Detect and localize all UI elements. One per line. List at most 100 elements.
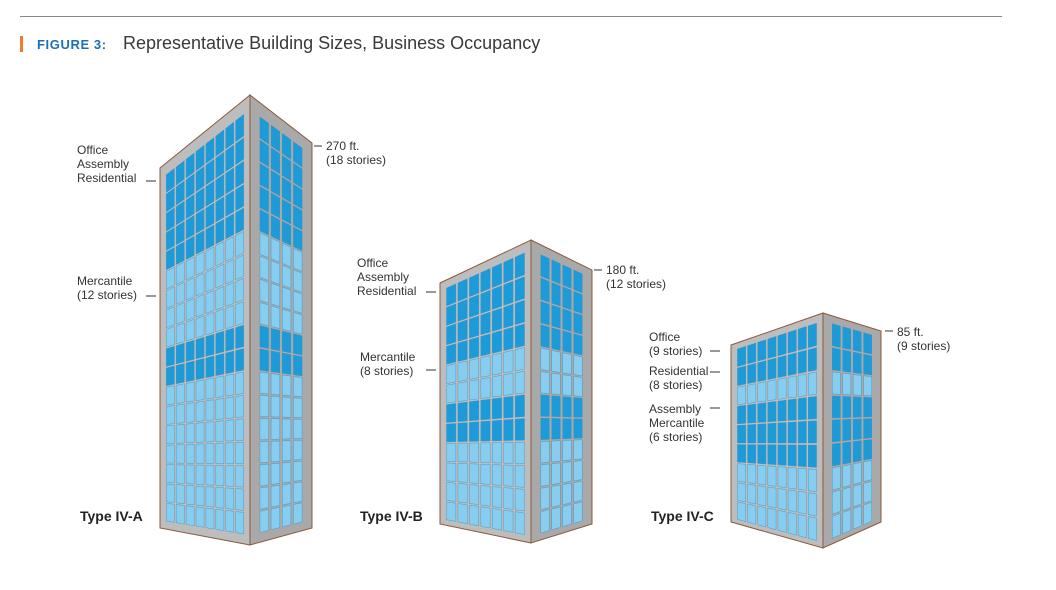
building-a-left-window [175, 261, 185, 285]
building-b-left-window [503, 419, 514, 441]
building-b-right-window [540, 440, 550, 464]
building-c-left-window [737, 444, 746, 463]
building-a-left-window [175, 241, 185, 265]
building-b-right-window [551, 418, 561, 440]
building-a-left-window [166, 247, 175, 271]
building-b-left-window [457, 463, 468, 483]
building-a-left-window [195, 251, 205, 276]
building-a-left-window [235, 184, 244, 212]
building-c-left-window [767, 357, 777, 380]
building-b-left-window [446, 482, 457, 502]
building-b-right-window [551, 304, 561, 329]
building-b-left-window [492, 307, 502, 332]
building-a-right-window [293, 333, 303, 356]
building-a-right-window [270, 282, 280, 307]
building-c-left-window [797, 421, 807, 444]
building-b-left-window [514, 276, 525, 302]
building-a-left-window [166, 345, 175, 367]
building-c-left-window [808, 516, 817, 541]
building-c-left-window [737, 346, 746, 367]
building-a-left-window [225, 304, 235, 330]
building-a-right-window [270, 124, 280, 153]
building-a-left-window [205, 355, 215, 378]
building-b-right-window [562, 482, 572, 505]
building-b-left-window [503, 280, 514, 306]
building-a-right-window [270, 237, 280, 263]
building-b-left-window [503, 442, 514, 464]
building-a-left-window [225, 213, 235, 240]
building-b-left-window [457, 319, 468, 342]
building-b-left-window [480, 485, 491, 507]
building-c-left-window [747, 424, 757, 444]
building-b-left-window [514, 511, 525, 535]
building-a-right-window [282, 198, 292, 225]
building-a-left-window [175, 160, 185, 186]
building-a-left-window [195, 336, 205, 360]
building-a-left-window [195, 358, 205, 380]
building-a-left-window [225, 419, 235, 442]
building-a-left-window [235, 395, 244, 418]
building-a-left-window [215, 375, 225, 398]
building-c-left-window [787, 421, 797, 444]
building-a-left-window [205, 333, 215, 357]
building-c-left-window [808, 396, 817, 420]
building-b-right-window [551, 484, 561, 508]
building-a-left-window [225, 510, 235, 533]
building-a-left-window [225, 350, 235, 374]
building-c-left-window [777, 488, 787, 511]
building-a-left-window [175, 180, 185, 206]
accent-bar [20, 36, 23, 52]
building-a-left-window [175, 282, 185, 305]
building-b-right-window [540, 277, 550, 303]
building-b-left-window [503, 257, 514, 284]
building-b-left-window [457, 422, 468, 442]
building-a-left-window [205, 137, 215, 164]
building-b-left-window [492, 285, 502, 310]
building-c-left-window [777, 377, 787, 400]
building-b-right-window [551, 282, 561, 307]
building-a-left-window [225, 327, 235, 352]
building-b-left-window [480, 268, 491, 293]
building-a-right-window [282, 242, 292, 268]
building-a-left-window [185, 381, 195, 403]
building-a-upper-occupancy: Office Assembly Residential [77, 143, 137, 185]
building-a-left-window [225, 121, 235, 150]
building-a-left-window [235, 488, 244, 511]
building-b-left-window [492, 419, 502, 442]
building-a-left-window [195, 208, 205, 234]
building-c-left-window [777, 399, 787, 422]
building-b-right-window [573, 480, 583, 503]
building-c-right-window [842, 419, 852, 442]
building-a-left-window [166, 464, 175, 484]
building-b-right-window [562, 330, 572, 353]
building-a-right-window [259, 139, 269, 168]
building-c-left-window [747, 464, 757, 484]
building-a-left-window [235, 324, 244, 349]
building-a-left-window [205, 158, 215, 186]
building-c-left-window [777, 509, 787, 533]
building-a-left-window [195, 422, 205, 443]
building-c-left-window [797, 444, 807, 467]
building-b-right-window [562, 264, 572, 289]
building-b-left-window [469, 294, 479, 318]
building-a-left-window [205, 399, 215, 421]
building-c-right-window [852, 418, 862, 440]
building-a-left-window [166, 503, 175, 523]
building-b-right-window [540, 301, 550, 326]
building-a-left-window [175, 322, 185, 345]
building-b-left-window [480, 506, 491, 529]
building-a-left-window [205, 180, 215, 207]
building-c-right-window [832, 323, 841, 348]
building-b-left-window [469, 315, 479, 339]
building-c-left-window [747, 363, 757, 384]
building-a-left-window [205, 268, 215, 293]
building-b-right-window [573, 269, 583, 294]
building-a-left-window [185, 194, 195, 220]
building-c-right-window [852, 329, 862, 353]
building-b-left-window [514, 323, 525, 349]
building-a-left-window [205, 290, 215, 314]
building-a-right-window [259, 209, 269, 236]
building-b-right-window [562, 461, 572, 483]
building-a-left-window [166, 187, 175, 213]
building-a-right-window [293, 290, 303, 314]
